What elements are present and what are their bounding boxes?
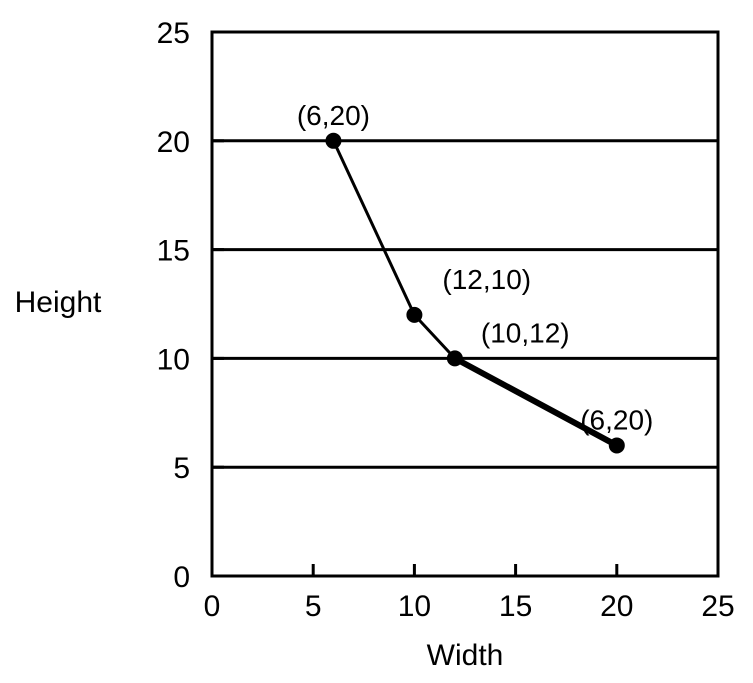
series-line-segment [451,355,620,449]
y-tick-label: 20 [157,126,190,159]
data-point [608,437,625,454]
data-point-label: (10,12) [481,317,570,348]
plot-area [210,30,720,578]
data-point-label: (6,20) [297,100,370,131]
x-tick-label: 20 [600,590,633,623]
data-point-label: (6,20) [580,404,653,435]
gridlines [212,139,718,469]
x-tick-label: 10 [398,590,431,623]
y-axis-title: Height [15,286,102,319]
data-point-label: (12,10) [442,264,531,295]
y-tick-label: 0 [173,561,190,594]
x-tick-label: 5 [305,590,322,623]
data-point [406,306,423,323]
data-labels: (6,20) (12,10) (10,12) (6,20) [297,100,654,436]
x-tick-label: 0 [204,590,221,623]
data-point [446,350,463,367]
x-tick-label: 25 [701,590,734,623]
x-axis-title: Width [427,639,504,672]
x-tick-label: 15 [499,590,532,623]
y-tick-label: 5 [173,452,190,485]
y-tick-label: 15 [157,235,190,268]
x-axis: 0 5 10 15 20 25 [204,564,735,623]
data-point [325,132,342,149]
series-line-segment [412,313,457,360]
y-axis: 0 5 10 15 20 25 [157,17,224,594]
series-line-segment [331,139,416,317]
series [325,132,625,454]
y-tick-label: 10 [157,343,190,376]
y-tick-label: 25 [157,17,190,50]
